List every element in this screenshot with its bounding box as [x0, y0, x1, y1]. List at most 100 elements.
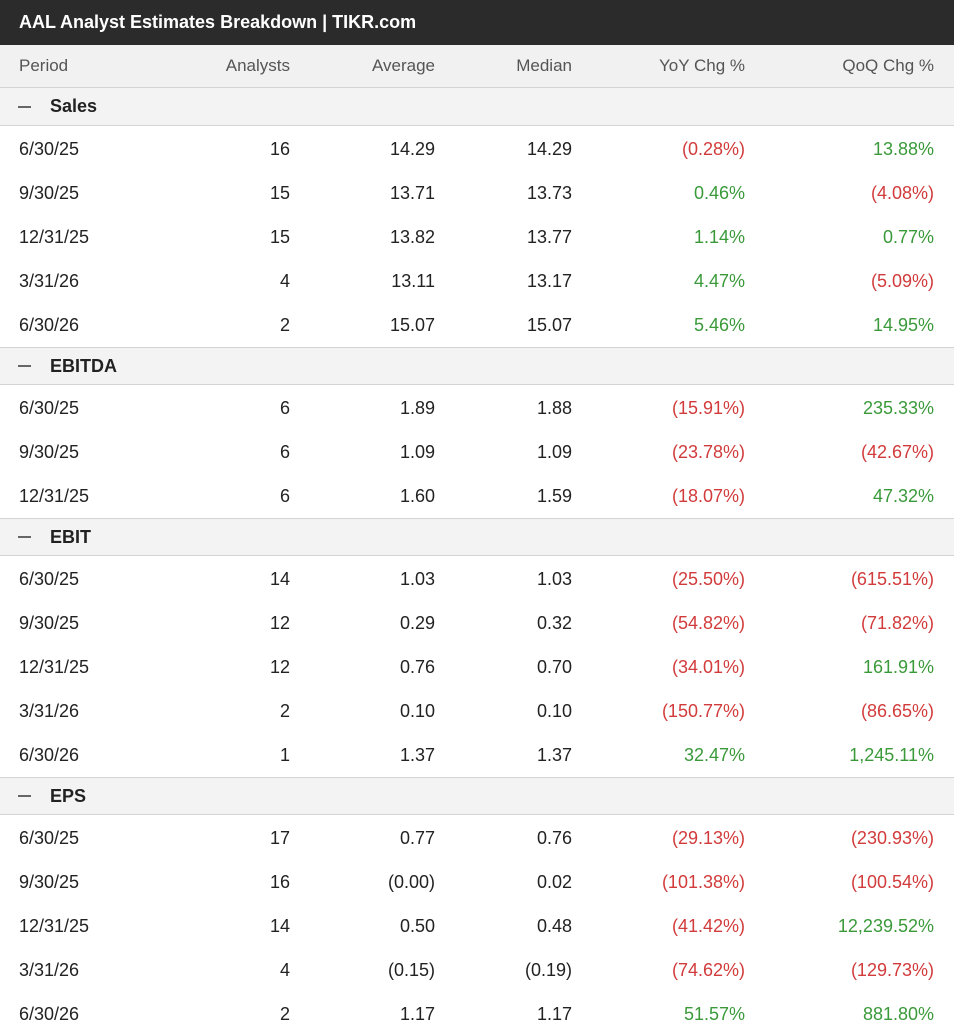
cell-period: 9/30/25: [19, 441, 80, 462]
table-row: 9/30/25 12 0.29 0.32 (54.82%) (71.82%): [0, 601, 954, 645]
cell-yoy: (0.28%): [681, 138, 745, 159]
cell-median: 0.32: [536, 612, 572, 633]
cell-qoq: 881.80%: [862, 1003, 934, 1024]
table-row: 6/30/26 2 15.07 15.07 5.46% 14.95%: [0, 303, 954, 347]
cell-yoy: (18.07%): [671, 485, 745, 506]
section-header-3[interactable]: EPS: [0, 777, 954, 815]
column-header-analysts[interactable]: Analysts: [225, 56, 290, 75]
cell-period: 6/30/26: [19, 744, 80, 765]
cell-median: 1.09: [536, 441, 572, 462]
cell-median: 0.02: [536, 871, 572, 892]
cell-analysts: 2: [279, 700, 290, 721]
collapse-minus-icon[interactable]: [18, 795, 31, 797]
table-row: 6/30/26 2 1.17 1.17 51.57% 881.80%: [0, 992, 954, 1036]
cell-qoq: 14.95%: [872, 314, 934, 335]
table-row: 3/31/26 4 (0.15) (0.19) (74.62%) (129.73%): [0, 948, 954, 992]
cell-qoq: 47.32%: [872, 485, 934, 506]
cell-analysts: 2: [279, 314, 290, 335]
table-body: Sales 6/30/25 16 14.29 14.29 (0.28%) 13.88% 9/3…: [0, 88, 954, 1036]
cell-average: 0.76: [399, 656, 435, 677]
cell-yoy: (34.01%): [671, 656, 745, 677]
cell-average: 15.07: [389, 314, 435, 335]
cell-average: 1.03: [399, 568, 435, 589]
column-header-median[interactable]: Median: [516, 56, 572, 75]
cell-analysts: 12: [269, 656, 290, 677]
cell-yoy: (23.78%): [671, 441, 745, 462]
cell-median: 0.70: [536, 656, 572, 677]
cell-qoq: 161.91%: [862, 656, 934, 677]
cell-period: 6/30/26: [19, 1003, 80, 1024]
section-label: EBITDA: [50, 355, 117, 376]
cell-median: 13.73: [526, 182, 572, 203]
cell-qoq: 0.77%: [882, 226, 934, 247]
section-header-0[interactable]: Sales: [0, 88, 954, 126]
column-header-period[interactable]: Period: [19, 56, 69, 75]
cell-analysts: 15: [269, 226, 290, 247]
cell-average: 0.29: [399, 612, 435, 633]
section-header-1[interactable]: EBITDA: [0, 347, 954, 385]
cell-yoy: (150.77%): [661, 700, 745, 721]
table-row: 12/31/25 15 13.82 13.77 1.14% 0.77%: [0, 215, 954, 259]
cell-qoq: (71.82%): [860, 612, 934, 633]
cell-qoq: (42.67%): [860, 441, 934, 462]
cell-average: 1.17: [399, 1003, 435, 1024]
cell-yoy: 0.46%: [693, 182, 745, 203]
table-row: 12/31/25 14 0.50 0.48 (41.42%) 12,239.52%: [0, 904, 954, 948]
cell-median: 1.59: [536, 485, 572, 506]
collapse-minus-icon[interactable]: [18, 365, 31, 367]
cell-period: 6/30/25: [19, 397, 80, 418]
cell-analysts: 4: [279, 270, 290, 291]
cell-analysts: 15: [269, 182, 290, 203]
collapse-minus-icon[interactable]: [18, 105, 31, 108]
cell-median: 0.76: [536, 827, 572, 848]
cell-average: 0.77: [399, 827, 435, 848]
cell-average: 14.29: [389, 138, 435, 159]
cell-period: 3/31/26: [19, 959, 80, 980]
table-row: 6/30/25 17 0.77 0.76 (29.13%) (230.93%): [0, 816, 954, 860]
collapse-minus-icon[interactable]: [18, 536, 31, 538]
cell-qoq: (5.09%): [870, 270, 934, 291]
table-row: 12/31/25 6 1.60 1.59 (18.07%) 47.32%: [0, 474, 954, 518]
cell-qoq: 13.88%: [872, 138, 934, 159]
cell-average: 0.50: [399, 915, 435, 936]
column-header-average[interactable]: Average: [371, 56, 435, 75]
cell-period: 6/30/25: [19, 827, 80, 848]
cell-yoy: (74.62%): [671, 959, 745, 980]
cell-period: 12/31/25: [19, 915, 90, 936]
table-row: 3/31/26 2 0.10 0.10 (150.77%) (86.65%): [0, 689, 954, 733]
cell-qoq: (100.54%): [850, 871, 934, 892]
table-row: 12/31/25 12 0.76 0.70 (34.01%) 161.91%: [0, 645, 954, 689]
cell-period: 12/31/25: [19, 656, 90, 677]
cell-analysts: 12: [269, 612, 290, 633]
cell-average: 13.82: [389, 226, 435, 247]
section-header-2[interactable]: EBIT: [0, 518, 954, 556]
cell-average: (0.00): [387, 871, 435, 892]
cell-period: 6/30/25: [19, 138, 80, 159]
cell-qoq: (129.73%): [850, 959, 934, 980]
table-row: 9/30/25 16 (0.00) 0.02 (101.38%) (100.54%): [0, 860, 954, 904]
column-header-qoq[interactable]: QoQ Chg %: [842, 56, 934, 75]
cell-average: 1.09: [399, 441, 435, 462]
cell-analysts: 2: [279, 1003, 290, 1024]
column-header-yoy[interactable]: YoY Chg %: [658, 56, 745, 75]
cell-yoy: 4.47%: [693, 270, 745, 291]
cell-analysts: 16: [269, 871, 290, 892]
cell-period: 9/30/25: [19, 871, 80, 892]
cell-qoq: 235.33%: [862, 397, 934, 418]
cell-analysts: 16: [269, 138, 290, 159]
cell-yoy: 32.47%: [683, 744, 745, 765]
cell-median: (0.19): [524, 959, 572, 980]
table-row: 6/30/25 14 1.03 1.03 (25.50%) (615.51%): [0, 557, 954, 601]
cell-yoy: (29.13%): [671, 827, 745, 848]
table-row: 6/30/25 16 14.29 14.29 (0.28%) 13.88%: [0, 127, 954, 171]
cell-period: 6/30/25: [19, 568, 80, 589]
table-row: 6/30/26 1 1.37 1.37 32.47% 1,245.11%: [0, 733, 954, 777]
cell-yoy: (15.91%): [671, 397, 745, 418]
cell-analysts: 6: [279, 441, 290, 462]
cell-period: 12/31/25: [19, 226, 90, 247]
cell-median: 0.10: [536, 700, 572, 721]
cell-median: 13.77: [526, 226, 572, 247]
table-row: 3/31/26 4 13.11 13.17 4.47% (5.09%): [0, 259, 954, 303]
section-label: EPS: [50, 785, 87, 806]
cell-qoq: (86.65%): [860, 700, 934, 721]
